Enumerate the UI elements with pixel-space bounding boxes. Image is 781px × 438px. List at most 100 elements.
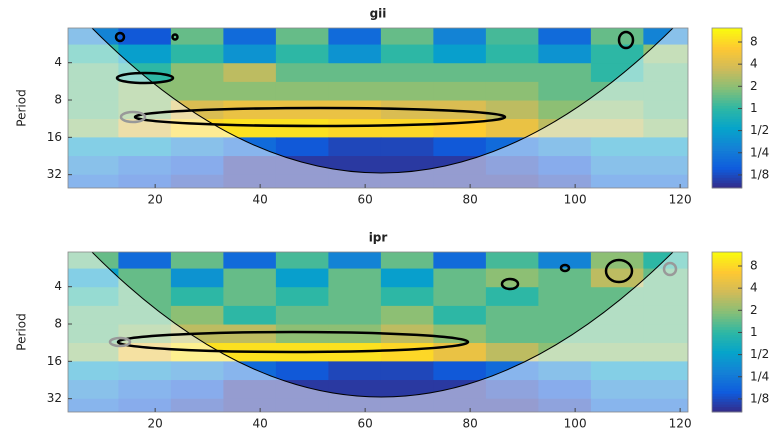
colorbar-segment	[712, 49, 742, 53]
contour	[116, 330, 470, 354]
colorbar-segment	[712, 102, 742, 106]
colorbar-segment	[712, 121, 742, 125]
colorbar-segment	[712, 134, 742, 138]
heat-cell	[538, 63, 592, 83]
colorbar-tick-label: 4	[750, 281, 758, 295]
y-tick-label: 8	[54, 317, 62, 331]
heat-cell	[328, 252, 382, 270]
colorbar-segment	[712, 265, 742, 269]
contour	[115, 71, 175, 85]
heat-cell	[328, 137, 382, 157]
heat-cell	[380, 28, 434, 46]
colorbar-segment	[712, 110, 742, 114]
heat-cell	[485, 63, 539, 83]
heat-cell	[170, 268, 224, 288]
heat-cell	[590, 44, 644, 64]
colorbar-segment	[712, 140, 742, 144]
heat-cell	[433, 28, 487, 46]
heat-cell	[275, 305, 329, 326]
colorbar-segment	[712, 73, 742, 77]
colorbar-tick-label: 8	[750, 259, 758, 273]
colorbar-segment	[712, 52, 742, 56]
colorbar-segment	[712, 153, 742, 157]
colorbar-segment	[712, 33, 742, 37]
heat-cell	[275, 63, 329, 83]
coi-line	[91, 28, 674, 174]
heat-cell	[380, 81, 434, 102]
colorbar-segment	[712, 124, 742, 128]
heat-cell	[433, 287, 487, 307]
colorbar-segment	[712, 292, 742, 296]
colorbar-segment	[712, 332, 742, 336]
colorbar-segment	[712, 145, 742, 149]
heat-cell	[485, 305, 539, 326]
colorbar-segment	[712, 28, 742, 32]
heat-cell	[328, 44, 382, 64]
heat-cell	[485, 287, 539, 307]
heat-cell	[328, 28, 382, 46]
colorbar-tick-label: 1/8	[750, 167, 769, 181]
colorbar-segment	[712, 316, 742, 320]
heat-cell	[223, 100, 277, 120]
colorbar-segment	[712, 129, 742, 133]
colorbar-segment	[712, 36, 742, 40]
heat-cell	[170, 252, 224, 270]
heat-cell	[328, 361, 382, 381]
colorbar-segment	[712, 380, 742, 384]
x-tick-label: 80	[462, 193, 477, 207]
colorbar-segment	[712, 182, 742, 186]
heat-cell	[275, 268, 329, 288]
heat-cell	[380, 361, 434, 381]
colorbar-segment	[712, 324, 742, 328]
x-tick-label: 40	[253, 193, 268, 207]
heat-cell	[485, 252, 539, 270]
colorbar-segment	[712, 361, 742, 365]
heat-cell	[538, 268, 592, 288]
heat-cell	[223, 324, 277, 344]
y-tick-label: 16	[47, 354, 62, 368]
heat-cell	[223, 28, 277, 46]
colorbar-segment	[712, 268, 742, 272]
colorbar-segment	[712, 169, 742, 173]
colorbar-segment	[712, 262, 742, 266]
colorbar-segment	[712, 382, 742, 386]
colorbar-segment	[712, 86, 742, 90]
colorbar-segment	[712, 406, 742, 410]
colorbar-segment	[712, 340, 742, 344]
coi-line	[91, 252, 674, 398]
heat-cell	[380, 252, 434, 270]
colorbar-tick-label: 1/4	[750, 145, 769, 159]
colorbar-segment	[712, 105, 742, 109]
colorbar-tick-label: 1/2	[750, 123, 769, 137]
colorbar-tick-label: 4	[750, 57, 758, 71]
colorbar-segment	[712, 137, 742, 141]
colorbar-segment	[712, 38, 742, 42]
heat-cell	[380, 137, 434, 157]
heat-cell	[275, 81, 329, 102]
heat-cell	[275, 361, 329, 381]
y-tick-label: 16	[47, 130, 62, 144]
colorbar-segment	[712, 185, 742, 189]
heat-cell	[118, 252, 172, 270]
colorbar-segment	[712, 364, 742, 368]
heat-cell	[380, 44, 434, 64]
colorbar-segment	[712, 297, 742, 301]
heat-cell	[538, 287, 592, 307]
colorbar-segment	[712, 302, 742, 306]
colorbar-segment	[712, 270, 742, 274]
heat-cell	[433, 361, 487, 381]
colorbar-segment	[712, 345, 742, 349]
heat-cell	[538, 44, 592, 64]
heat-cell	[275, 137, 329, 157]
heat-cell	[380, 287, 434, 307]
colorbar-segment	[712, 81, 742, 85]
contour	[617, 30, 635, 50]
colorbar-segment	[712, 89, 742, 93]
colorbar-segment	[712, 70, 742, 74]
colorbar-segment	[712, 60, 742, 64]
colorbar-segment	[712, 276, 742, 280]
colorbar-tick-label: 8	[750, 35, 758, 49]
heat-cell	[275, 44, 329, 64]
colorbar-segment	[712, 158, 742, 162]
